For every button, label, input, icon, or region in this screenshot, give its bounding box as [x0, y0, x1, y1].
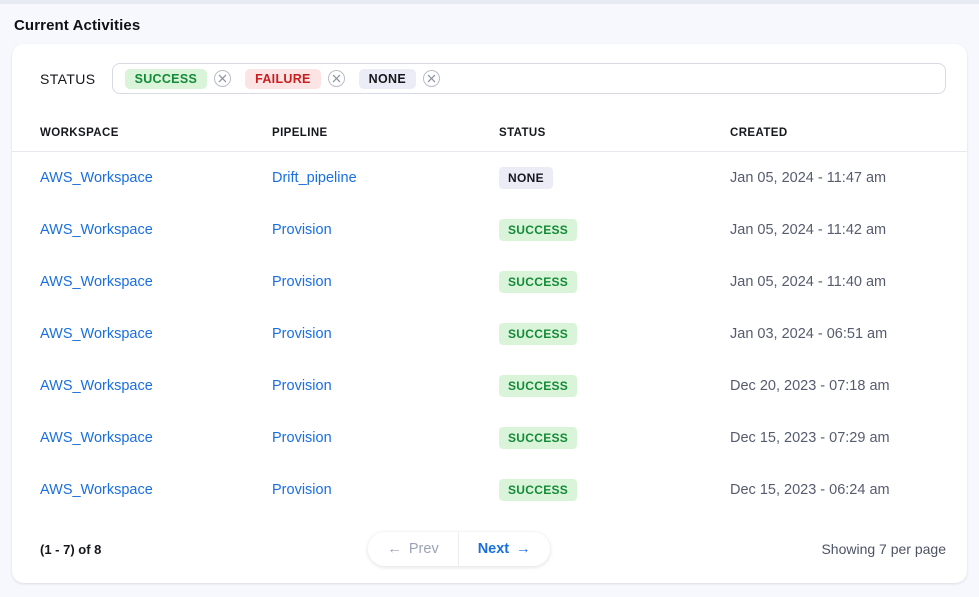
- status-filter-label: STATUS: [40, 70, 96, 87]
- chip-remove-icon[interactable]: [214, 70, 232, 87]
- status-filter-input[interactable]: SUCCESS FAILURE NONE: [111, 63, 946, 94]
- status-filter-chip: SUCCESS: [124, 68, 208, 89]
- page-title: Current Activities: [14, 17, 141, 34]
- created-timestamp: Jan 03, 2024 - 06:51 am: [730, 325, 888, 342]
- table-header-row: WORKSPACE PIPELINE STATUS CREATED: [12, 116, 967, 152]
- table-row: AWS_Workspace Provision SUCCESS Jan 03, …: [12, 308, 967, 360]
- pipeline-link[interactable]: Provision: [272, 221, 332, 238]
- created-timestamp: Dec 15, 2023 - 06:24 am: [730, 481, 890, 498]
- table-body: AWS_Workspace Drift_pipeline NONE Jan 05…: [12, 152, 967, 516]
- next-button-label: Next: [477, 541, 510, 558]
- created-timestamp: Jan 05, 2024 - 11:42 am: [730, 221, 887, 238]
- column-header-status: STATUS: [499, 127, 546, 140]
- column-header-pipeline: PIPELINE: [272, 127, 328, 140]
- pagination-control: ← Prev Next →: [368, 532, 550, 567]
- pipeline-link[interactable]: Provision: [272, 429, 332, 446]
- workspace-link[interactable]: AWS_Workspace: [40, 429, 153, 446]
- current-activities-card: STATUS SUCCESS FAILURE NONE WORKSPACE PIP…: [12, 44, 967, 583]
- workspace-link[interactable]: AWS_Workspace: [40, 169, 153, 186]
- table-row: AWS_Workspace Provision SUCCESS Jan 05, …: [12, 256, 967, 308]
- table-row: AWS_Workspace Provision SUCCESS Dec 15, …: [12, 412, 967, 464]
- status-badge: SUCCESS: [499, 478, 578, 501]
- pipeline-link[interactable]: Provision: [272, 377, 332, 394]
- workspace-link[interactable]: AWS_Workspace: [40, 481, 153, 498]
- pipeline-link[interactable]: Provision: [272, 273, 332, 290]
- status-badge: SUCCESS: [499, 374, 578, 397]
- column-header-workspace: WORKSPACE: [40, 127, 119, 140]
- status-badge: NONE: [499, 166, 553, 189]
- created-timestamp: Dec 20, 2023 - 07:18 am: [730, 377, 890, 394]
- pipeline-link[interactable]: Provision: [272, 325, 332, 342]
- prev-button-label: Prev: [408, 541, 439, 558]
- status-badge: SUCCESS: [499, 218, 578, 241]
- workspace-link[interactable]: AWS_Workspace: [40, 377, 153, 394]
- next-page-button[interactable]: Next →: [458, 532, 550, 567]
- chip-remove-icon[interactable]: [327, 70, 345, 87]
- table-row: AWS_Workspace Provision SUCCESS Dec 20, …: [12, 360, 967, 412]
- status-badge: SUCCESS: [499, 270, 578, 293]
- chip-remove-icon[interactable]: [423, 70, 440, 87]
- created-timestamp: Dec 15, 2023 - 07:29 am: [730, 429, 890, 446]
- pagination-range-text: (1 - 7) of 8: [40, 541, 102, 557]
- workspace-link[interactable]: AWS_Workspace: [40, 221, 153, 238]
- table-row: AWS_Workspace Drift_pipeline NONE Jan 05…: [12, 152, 967, 204]
- arrow-right-icon: →: [516, 541, 531, 558]
- per-page-text: Showing 7 per page: [821, 541, 947, 558]
- table-footer: (1 - 7) of 8 ← Prev Next → Showing 7 per…: [12, 516, 967, 583]
- column-header-created: CREATED: [730, 127, 788, 140]
- pipeline-link[interactable]: Drift_pipeline: [272, 169, 357, 186]
- status-filter-bar: STATUS SUCCESS FAILURE NONE: [12, 44, 967, 94]
- arrow-left-icon: ←: [387, 541, 402, 558]
- status-badge: SUCCESS: [499, 322, 578, 345]
- table-row: AWS_Workspace Provision SUCCESS Jan 05, …: [12, 204, 967, 256]
- table-row: AWS_Workspace Provision SUCCESS Dec 15, …: [12, 464, 967, 516]
- status-filter-chip: FAILURE: [245, 68, 321, 89]
- workspace-link[interactable]: AWS_Workspace: [40, 273, 153, 290]
- workspace-link[interactable]: AWS_Workspace: [40, 325, 153, 342]
- created-timestamp: Jan 05, 2024 - 11:40 am: [730, 273, 887, 290]
- status-badge: SUCCESS: [499, 426, 578, 449]
- status-filter-chip: NONE: [358, 68, 416, 89]
- prev-page-button[interactable]: ← Prev: [368, 532, 459, 567]
- created-timestamp: Jan 05, 2024 - 11:47 am: [730, 169, 887, 186]
- pipeline-link[interactable]: Provision: [272, 481, 332, 498]
